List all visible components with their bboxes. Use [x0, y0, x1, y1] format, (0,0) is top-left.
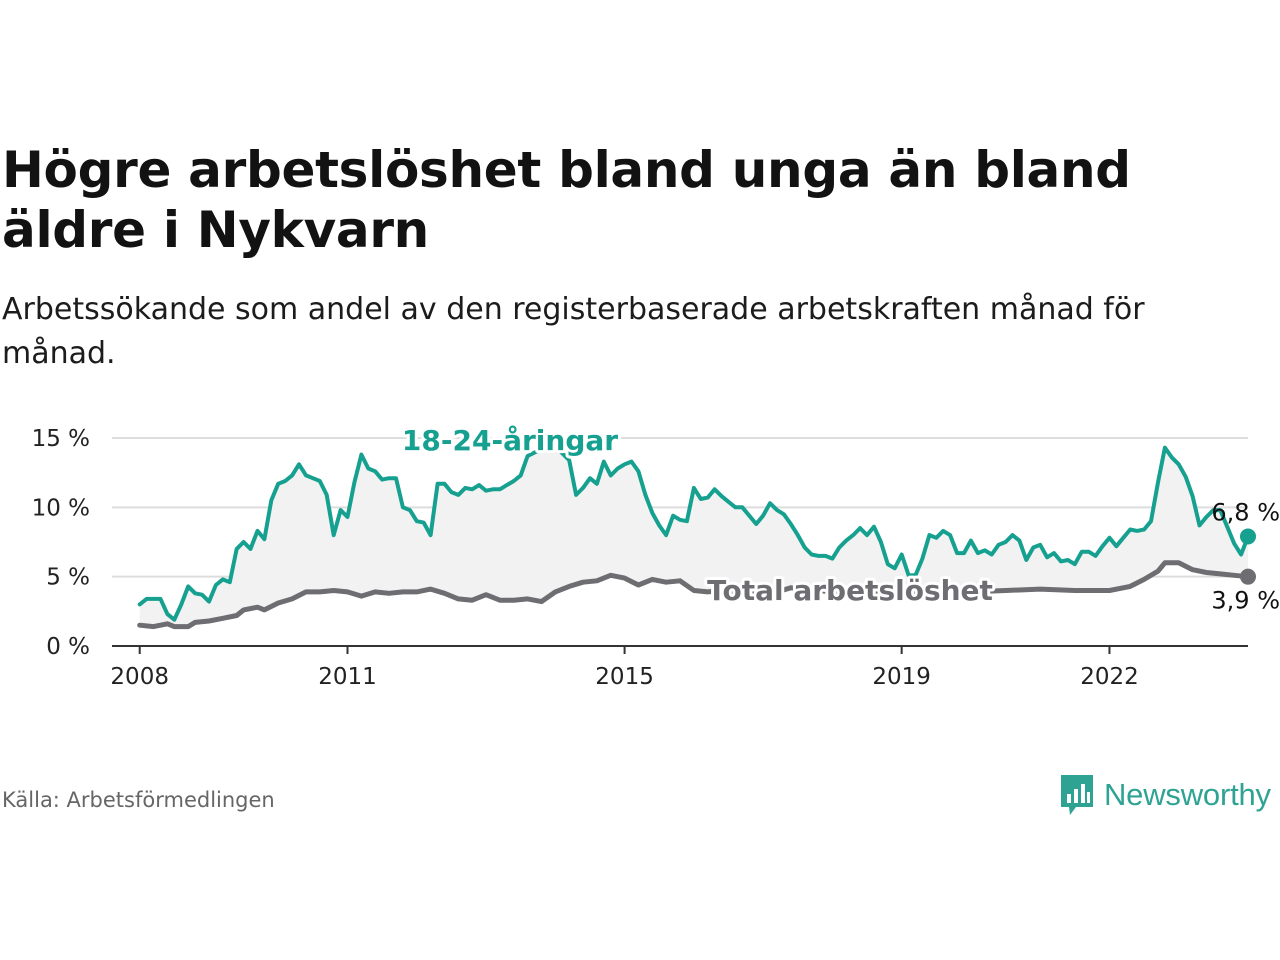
x-tick-label: 2019	[872, 664, 931, 690]
x-tick-label: 2008	[110, 664, 169, 690]
band-between-series	[139, 446, 1249, 627]
x-tick-label: 2015	[595, 664, 654, 690]
y-tick-label: 0 %	[46, 634, 90, 660]
series-line-total	[137, 560, 1251, 630]
end-point-total	[1240, 568, 1256, 585]
series-line-youth	[137, 444, 1250, 622]
newsworthy-logo: Newsworthy	[1058, 772, 1271, 818]
bar-chart-speech-bubble-icon	[1061, 775, 1093, 815]
end-label-total: 3,9 %	[1211, 587, 1280, 615]
y-tick-label: 15 %	[32, 426, 90, 452]
series-label-total: Total arbetslöshet	[707, 574, 993, 607]
axes: 0 % 5 % 10 % 15 % 2008 2011 2015 2019 2022	[32, 426, 1248, 690]
series-labels: 6,8 % 3,9 % 18-24-åringar Total arbetslöshe…	[399, 421, 1280, 615]
series-label-youth: 18-24-åringar	[402, 424, 618, 457]
end-point-youth	[1240, 528, 1256, 545]
end-label-youth: 6,8 %	[1211, 498, 1280, 526]
chart-subtitle: Arbetssökande som andel av den registerb…	[2, 292, 1145, 371]
line-chart: 0 % 5 % 10 % 15 % 2008 2011 2015 2019 2022 6,8 %…	[32, 421, 1280, 690]
y-tick-label: 10 %	[32, 495, 90, 521]
y-tick-label: 5 %	[46, 565, 90, 591]
band-area	[139, 446, 1249, 627]
source-note: Källa: Arbetsförmedlingen	[2, 788, 275, 812]
x-tick-label: 2011	[318, 664, 377, 690]
series-lines	[137, 444, 1256, 630]
x-tick-label: 2022	[1080, 664, 1139, 690]
brand-name: Newsworthy	[1104, 777, 1271, 812]
chart-title: Högre arbetslöshet bland unga än bland ä…	[2, 141, 1131, 259]
